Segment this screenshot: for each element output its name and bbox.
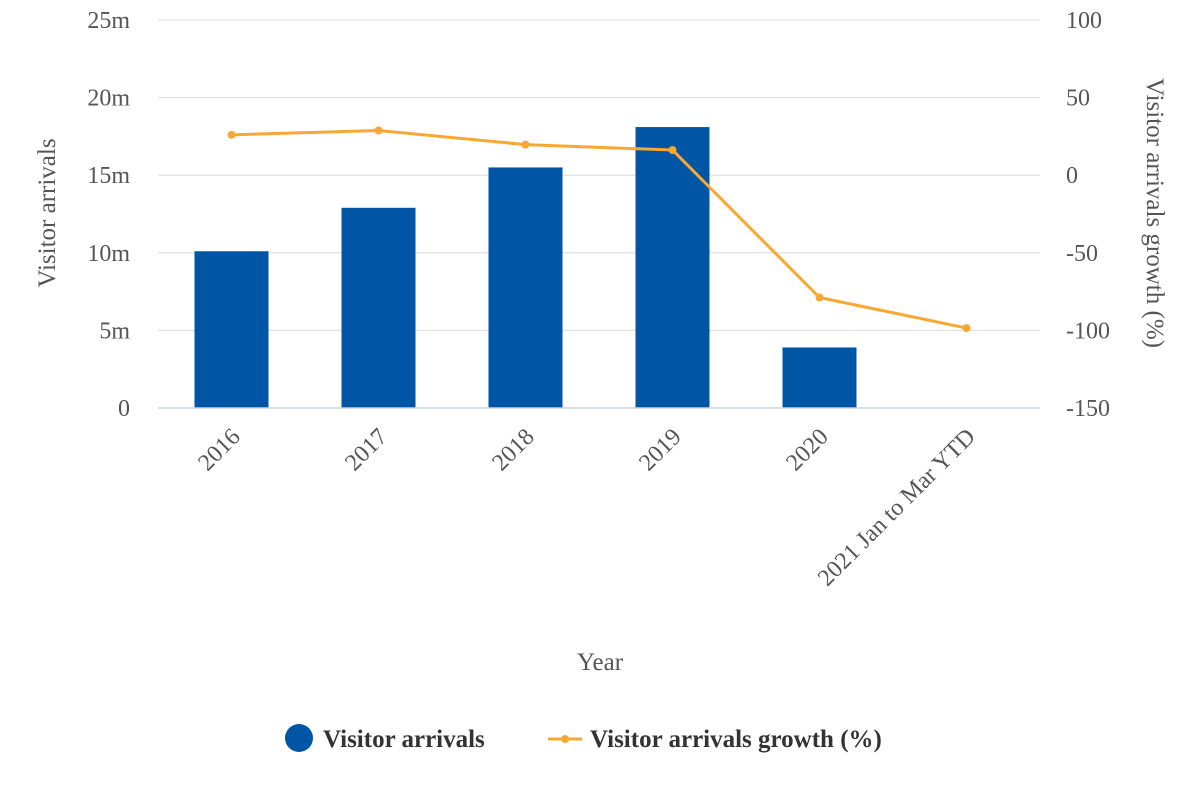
left-axis-ticks: 0 5m 10m 15m 20m 25m [87,8,130,422]
growth-point [668,146,677,155]
x-tick-label: 2019 [634,424,686,476]
y-axis-title: Visitor arrivals [34,138,61,287]
y2-tick-label: 0 [1066,163,1078,189]
growth-point [962,324,971,333]
growth-point [227,130,236,139]
bar [782,347,857,408]
y2-tick-label: -150 [1066,396,1110,422]
growth-point [374,126,383,135]
y-tick-label: 0 [118,396,130,422]
y-tick-label: 10m [87,241,130,267]
growth-point [815,293,824,302]
x-tick-label: 2016 [193,424,245,476]
right-axis-ticks: -150 -100 -50 0 50 100 [1066,8,1110,422]
y-tick-label: 25m [87,8,130,34]
y2-tick-label: 50 [1066,86,1090,112]
growth-point [521,140,530,149]
y2-tick-label: -100 [1066,318,1110,344]
y2-tick-label: 100 [1066,8,1102,34]
legend-swatch-line-dot [561,735,569,743]
x-tick-label: 2020 [781,424,833,476]
x-tick-label: 2018 [487,424,539,476]
line-series [227,126,971,333]
legend-label-bars: Visitor arrivals [323,726,485,753]
gridlines [158,19,1040,331]
y-tick-label: 20m [87,86,130,112]
bar [194,251,269,408]
y-tick-label: 15m [87,163,130,189]
y2-axis-title: Visitor arrivals growth (%) [1141,78,1168,348]
bar-series [194,127,857,408]
y-tick-label: 5m [99,318,130,344]
y2-tick-label: -50 [1066,241,1098,267]
x-tick-label: 2017 [340,424,392,476]
legend-swatch-bars [285,724,313,752]
legend-label-line: Visitor arrivals growth (%) [590,726,882,753]
legend: Visitor arrivals Visitor arrivals growth… [285,724,882,753]
bar [488,167,563,408]
bar [635,127,710,408]
x-tick-label: 2021 Jan to Mar YTD [813,424,981,592]
growth-line [231,129,967,330]
bar [341,207,416,408]
x-axis-title: Year [577,649,624,676]
